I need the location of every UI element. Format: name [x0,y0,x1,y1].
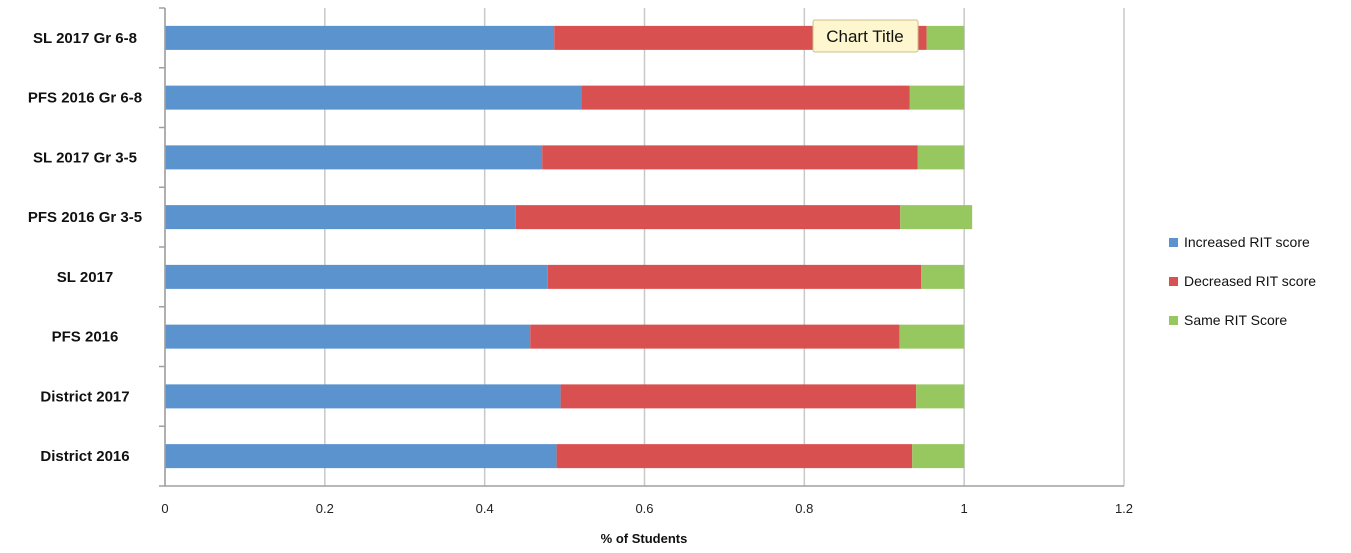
category-labels: SL 2017 Gr 6-8 PFS 2016 Gr 6-8 SL 2017 Gr … [28,30,142,465]
legend-swatch [1169,238,1178,247]
legend-label: Same RIT Score [1184,312,1287,328]
category-label: PFS 2016 Gr 3-5 [28,209,142,226]
bar-segment [542,145,918,170]
category-label: District 2016 [40,448,129,465]
category-label: SL 2017 [57,269,113,286]
x-tick-label: 0.6 [635,501,653,516]
x-tick-label: 0.8 [795,501,813,516]
bar-segment [556,444,913,469]
bar-segment [926,25,965,50]
bar-segment [165,25,555,50]
bars [165,25,973,469]
bar-segment [165,205,516,230]
x-tick-labels: 0 0.2 0.4 0.6 0.8 1 1.2 [161,501,1133,516]
bar-segment [581,85,910,110]
bar-segment [900,205,973,230]
category-label: District 2017 [40,388,129,405]
category-label: SL 2017 Gr 6-8 [33,30,137,47]
bar-segment [547,264,922,289]
bar-segment [916,384,965,409]
bar-segment [165,264,548,289]
x-tick-label: 1 [961,501,968,516]
legend: Increased RIT score Decreased RIT score Sa… [1169,234,1316,328]
category-label: PFS 2016 Gr 6-8 [28,90,142,107]
category-label: SL 2017 Gr 3-5 [33,149,137,166]
bar-segment [165,324,531,349]
axes [159,7,1124,487]
legend-label: Increased RIT score [1184,234,1310,250]
category-label: PFS 2016 [52,329,119,346]
bar-segment [515,205,901,230]
bar-segment [921,264,965,289]
legend-label: Decreased RIT score [1184,273,1316,289]
gridlines [164,8,1125,486]
x-tick-label: 1.2 [1115,501,1133,516]
legend-swatch [1169,316,1178,325]
x-axis-title: % of Students [601,531,688,546]
bar-segment [912,444,965,469]
bar-segment [165,444,557,469]
bar-segment [165,384,561,409]
tooltip-box [812,19,919,53]
x-tick-label: 0.2 [316,501,334,516]
bar-segment [165,85,582,110]
chart-title-tooltip: Chart Title [812,19,919,53]
bar-segment [165,145,543,170]
x-tick-label: 0.4 [476,501,494,516]
x-tick-label: 0 [161,501,168,516]
bar-segment [917,145,965,170]
legend-swatch [1169,277,1178,286]
bar-segment [560,384,917,409]
bar-segment [899,324,965,349]
bar-segment [909,85,965,110]
tooltip-text: Chart Title [826,27,903,46]
bar-segment [530,324,900,349]
